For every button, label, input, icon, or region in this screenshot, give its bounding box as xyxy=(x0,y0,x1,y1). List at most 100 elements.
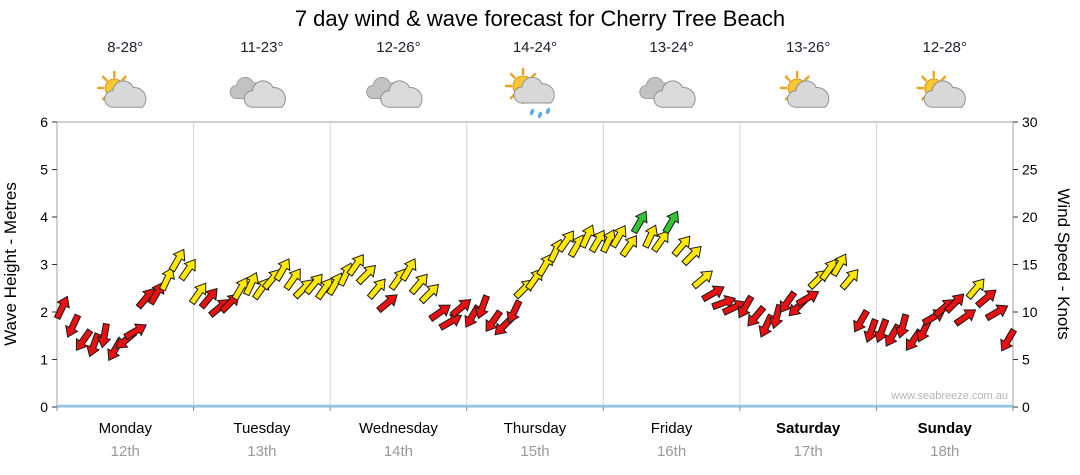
day-name: Sunday xyxy=(918,420,973,437)
cloudy-icon xyxy=(229,77,286,108)
wind-arrow xyxy=(747,304,767,327)
day-temps: 12-26° xyxy=(376,39,420,56)
wind-arrow xyxy=(355,264,377,286)
plot-border xyxy=(56,121,1014,408)
day-temps: 13-26° xyxy=(786,39,830,56)
wind-arrow xyxy=(273,258,291,282)
partly-cloudy-icon xyxy=(916,70,966,108)
wind-arrow xyxy=(219,293,240,314)
wave-axis-tick-label: 1 xyxy=(40,352,48,368)
wind-arrow xyxy=(974,289,997,309)
sun-ray xyxy=(940,75,947,82)
wind-arrow xyxy=(737,294,755,319)
wave-axis-tick-label: 6 xyxy=(40,114,48,130)
day-date: 18th xyxy=(930,443,959,460)
day-name: Saturday xyxy=(776,420,841,437)
watermark: www.seabreeze.com.au xyxy=(890,390,1008,402)
wind-arrow xyxy=(609,224,627,249)
wind-arrow xyxy=(438,314,463,331)
day-temps: 8-28° xyxy=(107,39,143,56)
plot-area: 0 1 2 3 4 5 6 0 5 10 15 20 25 30 8-28° Monday 12th 11-23°… xyxy=(40,39,1038,460)
wind-arrow xyxy=(830,253,848,278)
cloud-shape xyxy=(653,80,696,108)
wind-axis-tick-label: 20 xyxy=(1022,209,1038,225)
wind-arrow xyxy=(198,287,218,310)
wind-axis-tick-label: 15 xyxy=(1022,257,1038,273)
wind-arrow xyxy=(418,283,440,305)
cloudy-icon xyxy=(366,77,423,108)
wave-axis-tick-label: 4 xyxy=(40,209,48,225)
wind-arrow xyxy=(86,332,102,358)
sun-ray xyxy=(509,72,516,79)
sun-shower-icon xyxy=(504,67,555,119)
wind-arrow xyxy=(96,322,112,349)
wind-arrow xyxy=(630,210,648,235)
rain-drop xyxy=(545,107,551,115)
sun-ray xyxy=(921,75,928,82)
day-temps: 14-24° xyxy=(513,39,557,56)
wind-arrow xyxy=(1000,327,1018,352)
wave-axis-tick-label: 2 xyxy=(40,304,48,320)
wave-axis-tick-label: 0 xyxy=(40,399,48,415)
rain-drop xyxy=(529,108,535,116)
day-date: 14th xyxy=(384,443,413,460)
day-temps: 11-23° xyxy=(240,39,283,56)
wind-arrow xyxy=(701,285,725,303)
wind-arrow xyxy=(894,313,910,339)
wind-arrow xyxy=(943,293,965,314)
cloud-shape xyxy=(787,80,830,108)
sun-ray xyxy=(784,75,791,82)
wind-arrow xyxy=(839,268,859,291)
wind-arrow xyxy=(188,282,207,306)
rain-drop xyxy=(537,111,543,119)
wind-arrow xyxy=(953,309,977,327)
day-name: Wednesday xyxy=(359,420,438,437)
wind-arrow xyxy=(346,253,364,277)
wind-axis-tick-label: 5 xyxy=(1022,352,1030,368)
wind-arrow xyxy=(642,224,659,249)
wind-arrow xyxy=(984,304,1009,322)
day-date: 13th xyxy=(247,443,276,460)
right-axis-title: Wind Speed - Knots xyxy=(1054,188,1073,339)
sun-ray xyxy=(120,75,127,82)
wind-arrow xyxy=(449,298,472,318)
wind-arrow xyxy=(428,304,452,323)
day-date: 12th xyxy=(111,443,140,460)
wave-axis-tick-label: 5 xyxy=(40,162,48,178)
wind-arrow xyxy=(65,313,82,338)
wind-arrow xyxy=(651,230,669,253)
sun-ray xyxy=(803,75,810,82)
wind-arrow xyxy=(408,273,428,296)
wind-arrow xyxy=(662,210,680,235)
wind-arrow xyxy=(474,294,491,320)
wind-arrow xyxy=(768,303,784,330)
chart-title: 7 day wind & wave forecast for Cherry Tr… xyxy=(295,6,785,31)
wind-arrow xyxy=(579,224,596,249)
wind-axis-tick-label: 10 xyxy=(1022,304,1038,320)
wind-arrow xyxy=(158,267,175,292)
wind-arrow xyxy=(506,299,523,324)
wind-arrow xyxy=(795,290,820,308)
wind-arrow xyxy=(399,258,417,282)
day-temps: 13-24° xyxy=(649,39,693,56)
day-date: 16th xyxy=(657,443,686,460)
sun-ray xyxy=(101,75,108,82)
wave-axis-tick-label: 3 xyxy=(40,257,48,273)
wind-arrow xyxy=(283,268,301,291)
wind-arrow xyxy=(965,278,985,301)
cloud-shape xyxy=(513,76,555,104)
wind-arrow xyxy=(366,278,386,301)
cloud-shape xyxy=(923,80,966,108)
wind-arrow xyxy=(123,323,147,341)
cloud-shape xyxy=(380,80,423,108)
wind-arrow xyxy=(178,258,196,282)
wind-arrow xyxy=(556,230,574,253)
wind-axis-tick-label: 25 xyxy=(1022,162,1038,178)
left-axis-title: Wave Height - Metres xyxy=(1,182,20,346)
wind-arrow xyxy=(303,273,323,296)
wind-arrow xyxy=(168,248,186,273)
cloudy-icon xyxy=(639,77,696,108)
partly-cloudy-icon xyxy=(779,70,830,108)
